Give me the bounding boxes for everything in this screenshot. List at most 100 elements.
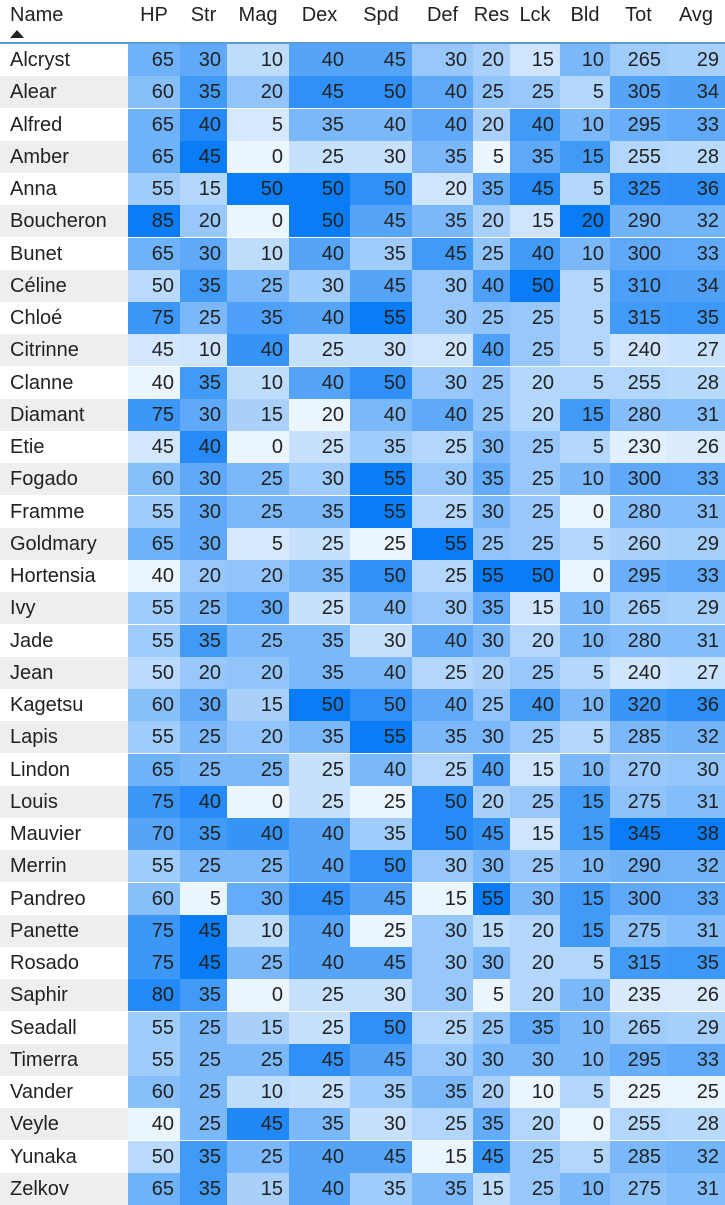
heatmap-cell-res: 30 — [473, 721, 510, 754]
heatmap-cell-bld: 5 — [560, 366, 610, 399]
heatmap-cell-res: 40 — [473, 269, 510, 302]
column-header-tot[interactable]: Tot — [625, 4, 652, 26]
table-row: Zelkov 65 35 15 40 35 35 15 25 10 275 31 — [0, 1172, 725, 1205]
heatmap-cell-bld: 5 — [560, 173, 610, 205]
heatmap-cell-avg: 30 — [667, 753, 725, 786]
column-header-hp[interactable]: HP — [140, 4, 168, 26]
heatmap-cell-hp: 40 — [128, 366, 180, 399]
column-header-lck[interactable]: Lck — [519, 4, 551, 26]
column-header-dex[interactable]: Dex — [301, 4, 338, 26]
heatmap-cell-def: 40 — [412, 624, 473, 657]
heatmap-cell-spd: 25 — [350, 914, 412, 947]
heatmap-cell-spd: 55 — [350, 302, 412, 334]
heatmap-cell-def: 30 — [412, 850, 473, 883]
heatmap-cell-mag: 20 — [227, 656, 289, 689]
heatmap-cell-res: 35 — [473, 463, 510, 496]
table-row: Timerra 55 25 25 45 45 30 30 30 10 295 33 — [0, 1043, 725, 1076]
column-header-res[interactable]: Res — [473, 4, 510, 26]
heatmap-cell-spd: 45 — [350, 882, 412, 915]
heatmap-cell-hp: 60 — [128, 882, 180, 915]
heatmap-cell-str: 10 — [180, 334, 227, 367]
heatmap-cell-str: 30 — [180, 689, 227, 721]
row-name-label: Hortensia — [10, 565, 96, 587]
column-header-name[interactable]: Name — [10, 4, 64, 26]
heatmap-cell-hp: 50 — [128, 269, 180, 302]
row-name-label: Citrinne — [0, 334, 128, 367]
heatmap-cell-str: 30 — [180, 237, 227, 270]
table-row: Jean 50 20 20 35 40 25 20 25 5 240 27 — [0, 656, 725, 689]
row-name-label: Kagetsu — [10, 694, 84, 716]
heatmap-cell-def: 15 — [412, 1140, 473, 1173]
heatmap-cell-def: 40 — [412, 76, 473, 109]
row-name-label: Anna — [10, 178, 57, 200]
heatmap-cell-spd: 45 — [350, 1140, 412, 1173]
column-header-str[interactable]: Str — [190, 4, 217, 26]
heatmap-cell-dex: 25 — [289, 753, 350, 786]
column-header-bld[interactable]: Bld — [570, 4, 600, 26]
heatmap-cell-mag: 20 — [227, 721, 289, 754]
heatmap-cell-spd: 50 — [350, 1011, 412, 1044]
heatmap-cell-dex: 40 — [289, 237, 350, 270]
heatmap-cell-def: 40 — [412, 689, 473, 721]
heatmap-cell-dex: 35 — [289, 560, 350, 592]
column-header-def[interactable]: Def — [426, 4, 459, 26]
heatmap-cell-res: 20 — [473, 656, 510, 689]
row-name-label: Alear — [0, 76, 128, 109]
heatmap-cell-bld: 5 — [560, 431, 610, 463]
column-header-avg[interactable]: Avg — [678, 4, 714, 26]
heatmap-cell-res: 25 — [473, 1011, 510, 1044]
sort-ascending-icon[interactable] — [10, 30, 24, 38]
heatmap-cell-avg: 31 — [667, 785, 725, 818]
heatmap-cell-spd: 30 — [350, 979, 412, 1012]
heatmap-cell-tot: 240 — [610, 656, 667, 689]
heatmap-cell-lck: 20 — [510, 624, 560, 657]
heatmap-cell-avg: 28 — [667, 140, 725, 173]
heatmap-cell-res: 30 — [473, 495, 510, 528]
heatmap-cell-dex: 40 — [289, 44, 350, 76]
heatmap-cell-lck: 25 — [510, 302, 560, 334]
heatmap-cell-def: 30 — [412, 269, 473, 302]
heatmap-cell-mag: 50 — [227, 173, 289, 205]
heatmap-cell-tot: 285 — [610, 721, 667, 754]
heatmap-cell-tot: 255 — [610, 366, 667, 399]
heatmap-cell-tot: 310 — [610, 269, 667, 302]
heatmap-cell-tot: 325 — [610, 173, 667, 205]
heatmap-cell-spd: 45 — [350, 1043, 412, 1076]
heatmap-cell-str: 45 — [180, 947, 227, 979]
heatmap-cell-def: 30 — [412, 463, 473, 496]
heatmap-cell-lck: 20 — [510, 366, 560, 399]
column-header-mag[interactable]: Mag — [238, 4, 278, 26]
heatmap-cell-dex: 20 — [289, 398, 350, 431]
heatmap-cell-hp: 70 — [128, 818, 180, 850]
heatmap-cell-str: 35 — [180, 366, 227, 399]
heatmap-cell-hp: 50 — [128, 656, 180, 689]
heatmap-cell-hp: 65 — [128, 44, 180, 76]
heatmap-cell-str: 30 — [180, 463, 227, 496]
heatmap-cell-lck: 50 — [510, 269, 560, 302]
heatmap-cell-avg: 36 — [667, 173, 725, 205]
heatmap-cell-avg: 32 — [667, 205, 725, 238]
heatmap-cell-dex: 35 — [289, 108, 350, 141]
row-name-label: Rosado — [10, 952, 79, 974]
heatmap-cell-mag: 0 — [227, 979, 289, 1012]
heatmap-cell-res: 20 — [473, 44, 510, 76]
heatmap-cell-mag: 10 — [227, 1076, 289, 1108]
heatmap-cell-def: 45 — [412, 237, 473, 270]
heatmap-cell-avg: 33 — [667, 108, 725, 141]
row-name-label: Goldmary — [0, 527, 128, 560]
row-name-label: Diamant — [0, 398, 128, 431]
row-name-label: Framme — [10, 500, 85, 523]
heatmap-cell-avg: 32 — [667, 721, 725, 754]
heatmap-cell-avg: 31 — [667, 914, 725, 947]
row-name-label: Panette — [0, 914, 128, 947]
table-row: Hortensia 40 20 20 35 50 25 55 50 0 295 33 — [0, 560, 725, 592]
table-row: Vander 60 25 10 25 35 35 20 10 5 225 25 — [0, 1076, 725, 1108]
heatmap-cell-str: 35 — [180, 979, 227, 1012]
table-row: Goldmary 65 30 5 25 25 55 25 25 5 260 29 — [0, 527, 725, 560]
heatmap-cell-dex: 35 — [289, 1108, 350, 1141]
table-row: Panette 75 45 10 40 25 30 15 20 15 275 31 — [0, 914, 725, 947]
table-row: Seadall 55 25 15 25 50 25 25 35 10 265 29 — [0, 1011, 725, 1044]
heatmap-cell-spd: 40 — [350, 108, 412, 141]
heatmap-cell-avg: 28 — [667, 366, 725, 399]
column-header-spd[interactable]: Spd — [363, 4, 399, 26]
